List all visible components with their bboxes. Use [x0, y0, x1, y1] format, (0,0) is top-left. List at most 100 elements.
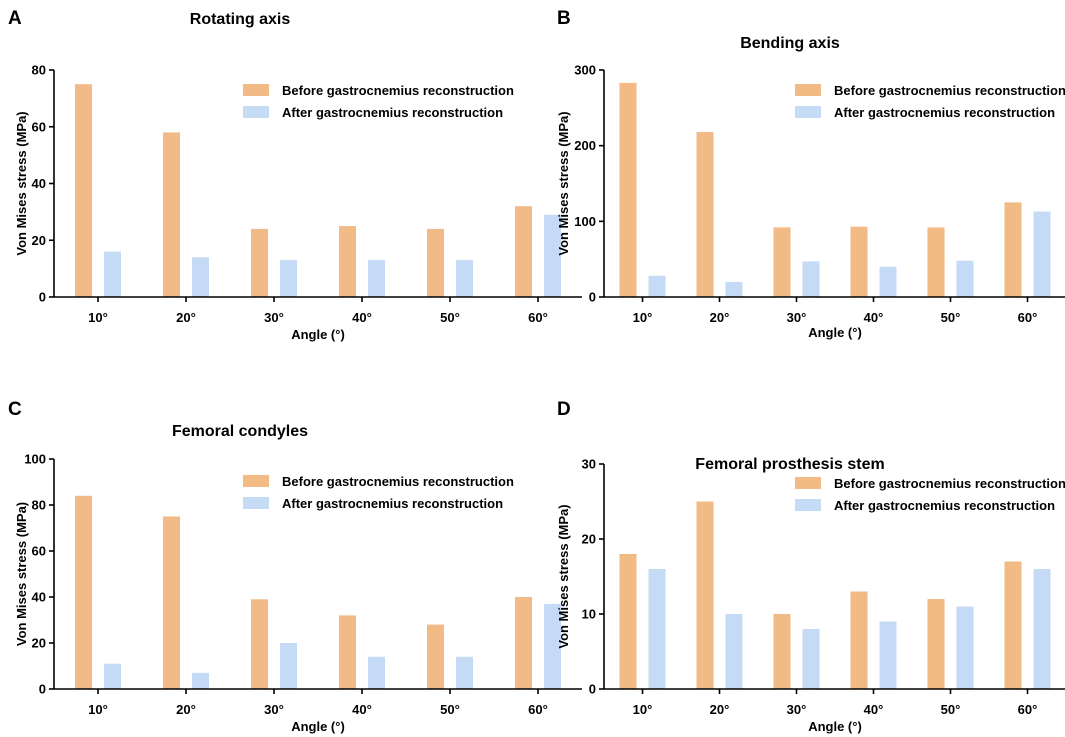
legend-swatch-after	[243, 497, 269, 509]
x-axis-label: Angle (°)	[291, 719, 345, 734]
y-tick-label: 0	[39, 290, 46, 305]
x-tick-label: 10°	[633, 310, 653, 325]
bar-after-6	[544, 214, 561, 297]
y-tick-label: 300	[574, 63, 596, 78]
y-tick-label: 60	[32, 544, 46, 559]
bar-before-4	[339, 226, 356, 297]
x-tick-label: 30°	[264, 310, 284, 325]
x-tick-label: 10°	[88, 702, 108, 717]
bar-before-1	[619, 554, 637, 689]
bar-before-6	[1004, 202, 1022, 297]
bar-before-2	[163, 132, 180, 297]
bar-before-6	[1004, 561, 1022, 689]
x-tick-label: 40°	[352, 702, 372, 717]
bar-before-1	[75, 495, 92, 689]
bar-before-2	[696, 501, 714, 689]
x-tick-label: 60°	[528, 310, 548, 325]
bar-after-1	[104, 251, 121, 297]
bar-before-2	[163, 516, 180, 689]
x-tick-label: 20°	[710, 702, 730, 717]
y-tick-label: 20	[32, 636, 46, 651]
y-axis-label: Von Mises stress (MPa)	[556, 504, 571, 648]
legend-label-after: After gastrocnemius reconstruction	[834, 498, 1055, 513]
bar-before-3	[251, 228, 268, 297]
bar-before-6	[515, 206, 532, 297]
y-tick-label: 40	[32, 176, 46, 191]
bar-after-4	[368, 656, 385, 689]
bar-after-2	[192, 672, 209, 689]
legend-label-before: Before gastrocnemius reconstruction	[834, 83, 1065, 98]
bar-after-1	[648, 569, 666, 689]
legend-label-before: Before gastrocnemius reconstruction	[834, 476, 1065, 491]
legend-swatch-before	[243, 475, 269, 487]
bar-after-2	[725, 281, 743, 297]
legend-swatch-before	[795, 477, 821, 489]
y-tick-label: 80	[32, 498, 46, 513]
y-tick-label: 30	[582, 457, 596, 472]
bar-before-5	[927, 599, 945, 689]
y-tick-label: 100	[24, 452, 46, 467]
legend-label-after: After gastrocnemius reconstruction	[282, 105, 503, 120]
chart-title: Rotating axis	[190, 11, 291, 28]
x-tick-label: 40°	[352, 310, 372, 325]
x-tick-label: 50°	[440, 702, 460, 717]
legend-swatch-after	[795, 106, 821, 118]
y-tick-label: 0	[39, 682, 46, 697]
bar-before-5	[427, 228, 444, 297]
bar-before-5	[427, 624, 444, 689]
x-axis-label: Angle (°)	[808, 325, 862, 340]
bar-after-3	[802, 261, 820, 297]
bar-after-6	[1033, 211, 1051, 297]
x-tick-label: 50°	[941, 702, 961, 717]
x-tick-label: 30°	[787, 310, 807, 325]
x-tick-label: 50°	[941, 310, 961, 325]
legend-label-before: Before gastrocnemius reconstruction	[282, 83, 514, 98]
panel-letter: C	[8, 399, 22, 420]
legend-swatch-after	[795, 499, 821, 511]
bar-after-1	[104, 663, 121, 689]
x-tick-label: 20°	[176, 310, 196, 325]
y-tick-label: 200	[574, 138, 596, 153]
bar-after-4	[368, 260, 385, 297]
x-tick-label: 10°	[633, 702, 653, 717]
panel-letter: A	[8, 8, 22, 29]
x-tick-label: 30°	[264, 702, 284, 717]
x-tick-label: 20°	[710, 310, 730, 325]
bar-before-4	[339, 615, 356, 689]
chart-panel-b: B Bending axis 0 100 200 300 10° 20° 30° 40° 50° 60…	[556, 8, 1065, 340]
x-tick-label: 10°	[88, 310, 108, 325]
y-tick-label: 60	[32, 119, 46, 134]
bar-before-6	[515, 597, 532, 689]
x-tick-label: 20°	[176, 702, 196, 717]
y-tick-label: 80	[32, 63, 46, 78]
bar-after-4	[879, 621, 897, 689]
y-tick-label: 100	[574, 214, 596, 229]
y-axis-label: Von Mises stress (MPa)	[14, 111, 29, 255]
x-tick-label: 50°	[440, 310, 460, 325]
panel-letter: D	[557, 399, 571, 420]
bar-after-4	[879, 266, 897, 297]
bar-after-1	[648, 275, 666, 297]
bar-after-5	[456, 656, 473, 689]
y-tick-label: 0	[589, 290, 596, 305]
bar-before-4	[850, 591, 868, 689]
y-tick-label: 10	[582, 607, 596, 622]
bar-before-3	[251, 599, 268, 689]
x-axis-label: Angle (°)	[808, 719, 862, 734]
bar-before-5	[927, 227, 945, 297]
bar-after-3	[280, 260, 297, 297]
bar-after-3	[802, 629, 820, 689]
y-axis-label: Von Mises stress (MPa)	[14, 502, 29, 646]
panel-letter: B	[557, 8, 571, 29]
legend-label-after: After gastrocnemius reconstruction	[282, 496, 503, 511]
legend-label-before: Before gastrocnemius reconstruction	[282, 474, 514, 489]
bar-after-5	[456, 260, 473, 297]
x-tick-label: 60°	[528, 702, 548, 717]
y-tick-label: 20	[32, 233, 46, 248]
bar-after-5	[956, 606, 974, 689]
bar-after-3	[280, 643, 297, 689]
chart-panel-c: C Femoral condyles 0 20 40 60 80 100 10° 20° 30° 40…	[8, 399, 582, 734]
bar-before-1	[619, 82, 637, 297]
bar-before-3	[773, 227, 791, 297]
